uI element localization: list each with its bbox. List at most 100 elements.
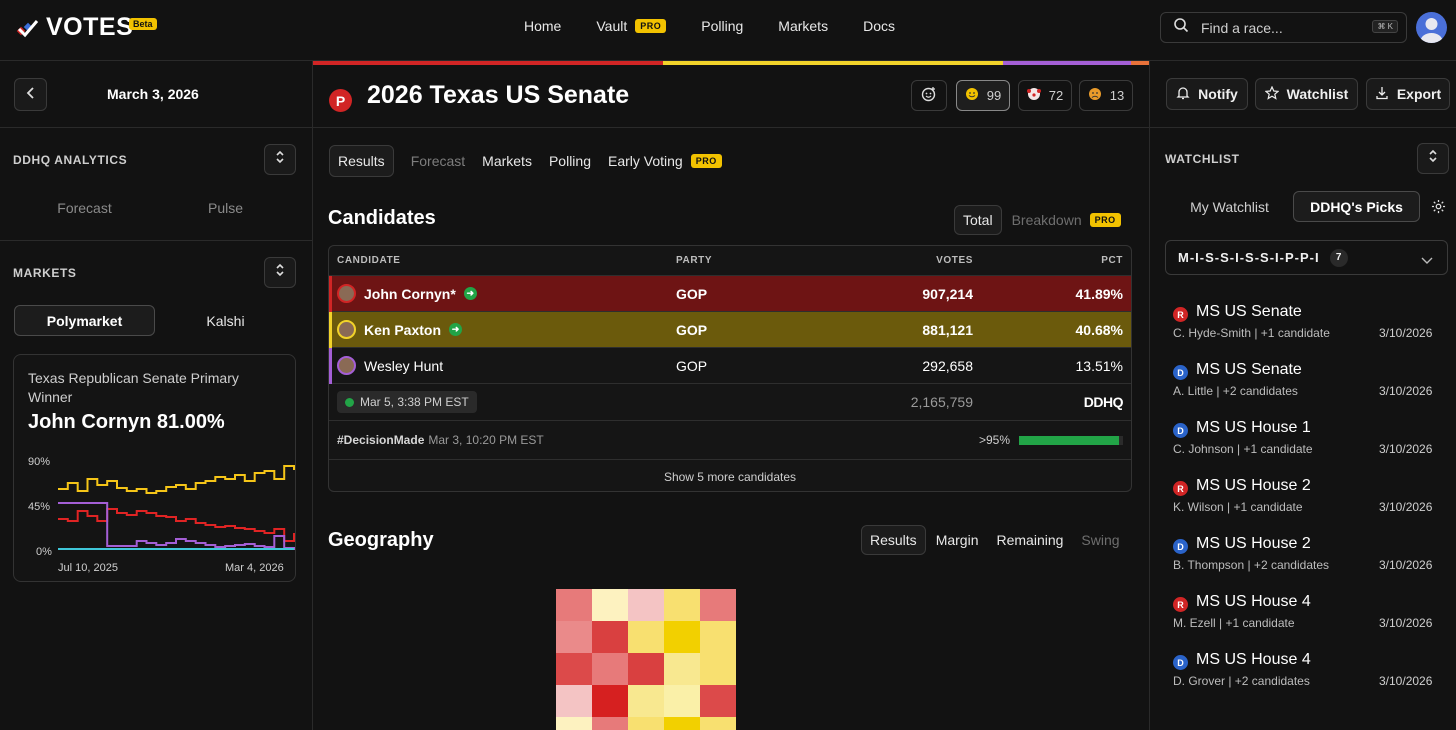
live-status-icon	[345, 397, 354, 407]
nav-home[interactable]: Home	[524, 18, 561, 34]
county-cell[interactable]	[664, 685, 700, 717]
nav-vault[interactable]: Vault PRO	[596, 18, 667, 34]
watchlist-item[interactable]: R MS US House 4 M. Ezell | +1 candidate …	[1173, 593, 1443, 637]
tab-pulse[interactable]: Pulse	[207, 200, 244, 216]
tab-results[interactable]: Results	[329, 145, 394, 177]
county-cell[interactable]	[628, 685, 664, 717]
table-row[interactable]: Wesley Hunt GOP 292,658 13.51%	[329, 348, 1131, 384]
county-cell[interactable]	[700, 685, 736, 717]
county-cell[interactable]	[700, 621, 736, 653]
candidate-avatar	[337, 320, 356, 339]
county-cell[interactable]	[592, 685, 628, 717]
bell-icon	[1176, 86, 1190, 103]
item-date: 3/10/2026	[1379, 616, 1433, 630]
item-subtitle: M. Ezell | +1 candidate	[1173, 616, 1295, 630]
tab-forecast[interactable]: Forecast	[57, 200, 112, 216]
county-cell[interactable]	[664, 621, 700, 653]
nav-polling[interactable]: Polling	[701, 18, 743, 34]
reaction-sad-button[interactable]: 13	[1079, 80, 1133, 111]
county-map[interactable]	[556, 589, 736, 730]
avatar[interactable]	[1416, 12, 1447, 43]
export-button[interactable]: Export	[1366, 78, 1450, 110]
race-header: P 2026 Texas US Senate 99 72 13	[313, 65, 1149, 128]
column-header: VOTES	[936, 255, 973, 266]
county-cell[interactable]	[592, 717, 628, 730]
watchlist-item[interactable]: R MS US House 2 K. Wilson | +1 candidate…	[1173, 477, 1443, 521]
county-cell[interactable]	[700, 653, 736, 685]
total-view-button[interactable]: Total	[954, 205, 1002, 235]
county-cell[interactable]	[664, 589, 700, 621]
advancing-arrow-icon: ➜	[463, 287, 477, 300]
county-cell[interactable]	[556, 589, 592, 621]
search-input[interactable]	[1201, 19, 1361, 36]
ddhq-source-logo: DDHQ	[1083, 394, 1124, 410]
breakdown-view-button[interactable]: Breakdown	[1011, 212, 1082, 228]
watchlist-item[interactable]: D MS US House 4 D. Grover | +2 candidate…	[1173, 651, 1443, 695]
expand-toggle-button[interactable]	[1417, 143, 1449, 174]
watchlist-button[interactable]: Watchlist	[1255, 78, 1358, 110]
geo-tab-swing[interactable]: Swing	[1081, 532, 1120, 548]
result-color-bar	[313, 61, 1149, 65]
color-segment	[313, 61, 663, 65]
table-row[interactable]: Ken Paxton ➜ GOP 881,121 40.68%	[329, 312, 1131, 348]
county-cell[interactable]	[628, 717, 664, 730]
expand-toggle-button[interactable]	[264, 257, 296, 288]
search-box[interactable]: ⌘ K	[1160, 12, 1407, 43]
county-cell[interactable]	[664, 653, 700, 685]
county-cell[interactable]	[628, 621, 664, 653]
gear-icon[interactable]	[1431, 199, 1446, 219]
item-subtitle: C. Hyde-Smith | +1 candidate	[1173, 326, 1330, 340]
reporting-bar-fill	[1019, 436, 1119, 445]
watchlist-item[interactable]: D MS US House 2 B. Thompson | +2 candida…	[1173, 535, 1443, 579]
county-cell[interactable]	[628, 589, 664, 621]
county-cell[interactable]	[556, 621, 592, 653]
tab-early-voting[interactable]: Early Voting PRO	[608, 153, 722, 169]
nav-markets[interactable]: Markets	[778, 18, 828, 34]
tab-polymarket[interactable]: Polymarket	[14, 305, 155, 336]
county-cell[interactable]	[592, 653, 628, 685]
item-title: MS US House 2	[1196, 535, 1311, 552]
party-badge: R	[1173, 597, 1188, 612]
tab-ddhq-picks[interactable]: DDHQ's Picks	[1293, 191, 1420, 222]
app-name: VOTES	[46, 13, 134, 41]
geography-tabs: Results Margin Remaining Swing	[861, 525, 1120, 555]
county-cell[interactable]	[664, 717, 700, 730]
left-panel: March 3, 2026 DDHQ ANALYTICS Forecast Pu…	[0, 61, 313, 730]
reaction-clown-button[interactable]: 72	[1018, 80, 1072, 111]
county-cell[interactable]	[592, 589, 628, 621]
tab-forecast[interactable]: Forecast	[410, 153, 466, 169]
party-cell: GOP	[676, 285, 708, 302]
tab-markets[interactable]: Markets	[482, 153, 532, 169]
county-cell[interactable]	[556, 653, 592, 685]
market-card[interactable]: Texas Republican Senate Primary Winner J…	[13, 354, 296, 582]
logo[interactable]: VOTES	[16, 13, 133, 42]
add-reaction-button[interactable]	[911, 80, 947, 111]
nav-docs[interactable]: Docs	[863, 18, 895, 34]
reaction-smile-button[interactable]: 99	[956, 80, 1010, 111]
watchlist-item[interactable]: R MS US Senate C. Hyde-Smith | +1 candid…	[1173, 303, 1443, 347]
watchlist-item[interactable]: D MS US Senate A. Little | +2 candidates…	[1173, 361, 1443, 405]
show-more-candidates-button[interactable]: Show 5 more candidates	[663, 469, 797, 484]
county-cell[interactable]	[700, 589, 736, 621]
county-cell[interactable]	[556, 685, 592, 717]
geo-tab-results[interactable]: Results	[861, 525, 926, 555]
state-select[interactable]: M-I-S-S-I-S-S-I-P-P-I 7	[1165, 240, 1448, 275]
smile-emoji-icon	[965, 87, 979, 104]
chevron-up-down-icon	[1428, 149, 1438, 168]
watchlist-item[interactable]: D MS US House 1 C. Johnson | +1 candidat…	[1173, 419, 1443, 463]
item-date: 3/10/2026	[1379, 558, 1433, 572]
county-cell[interactable]	[700, 717, 736, 730]
expand-toggle-button[interactable]	[264, 144, 296, 175]
x-tick-label: Mar 4, 2026	[225, 562, 284, 574]
previous-date-button[interactable]	[14, 78, 47, 111]
tab-kalshi[interactable]: Kalshi	[206, 312, 245, 329]
geo-tab-margin[interactable]: Margin	[935, 532, 979, 548]
tab-polling[interactable]: Polling	[548, 153, 591, 169]
geo-tab-remaining[interactable]: Remaining	[996, 532, 1064, 548]
county-cell[interactable]	[556, 717, 592, 730]
county-cell[interactable]	[628, 653, 664, 685]
tab-my-watchlist[interactable]: My Watchlist	[1190, 198, 1269, 215]
county-cell[interactable]	[592, 621, 628, 653]
notify-button[interactable]: Notify	[1166, 78, 1248, 110]
table-row[interactable]: John Cornyn* ➜ GOP 907,214 41.89%	[329, 276, 1131, 312]
